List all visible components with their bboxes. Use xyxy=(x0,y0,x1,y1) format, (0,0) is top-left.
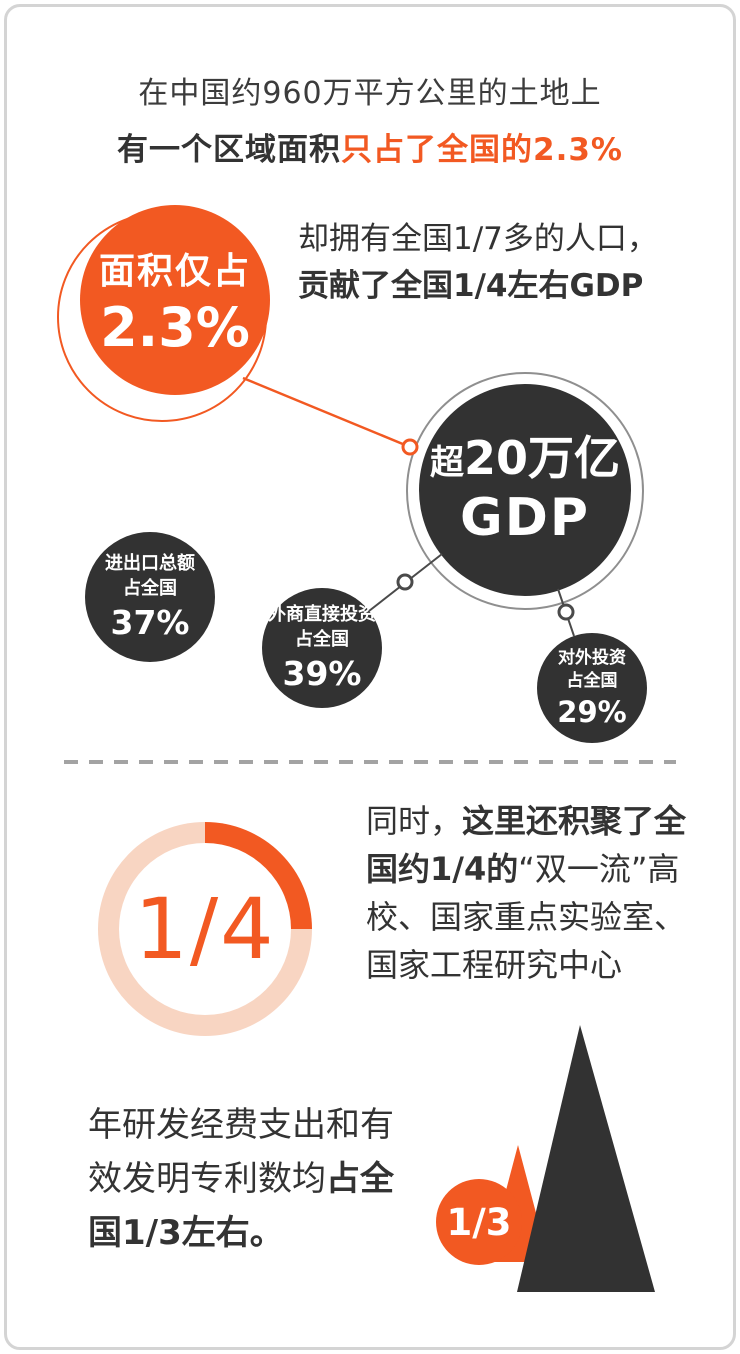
rd-seg2: 占全国1/3左右。 xyxy=(88,1159,394,1253)
mountain-graphic: 1/3 xyxy=(436,1025,655,1292)
header: 在中国约960万平方公里的土地上 有一个区域面积只占了全国的2.3% xyxy=(0,68,740,169)
cluster-seg2: 这里还积聚了全国约1/4的 xyxy=(366,802,687,888)
stat-circle-imports-exports: 进出口总额 占全国 37% xyxy=(85,532,215,662)
rd-paragraph: 年研发经费支出和有效发明专利数均占全国1/3左右。 xyxy=(88,1098,398,1260)
intro-line2: 贡献了全国1/4左右GDP xyxy=(298,268,644,304)
header-line2: 有一个区域面积只占了全国的2.3% xyxy=(0,124,740,169)
gdp-circle-line1: 超20万亿 xyxy=(430,433,620,484)
stat-label: 对外投资 xyxy=(558,648,626,669)
dashed-divider xyxy=(64,760,676,764)
border-frame xyxy=(4,4,736,1350)
gdp-circle: 超20万亿 GDP xyxy=(419,384,631,596)
stat-sublabel: 占全国 xyxy=(123,577,177,599)
area-circle-value: 2.3% xyxy=(100,295,250,359)
intro-line1: 却拥有全国1/7多的人口， xyxy=(298,221,658,257)
stat-label: 进出口总额 xyxy=(105,553,195,575)
header-line2-orange: 只占了全国的2.3% xyxy=(341,132,623,168)
stat-value: 29% xyxy=(557,694,627,729)
area-circle: 面积仅占 2.3% xyxy=(80,205,270,395)
header-line1: 在中国约960万平方公里的土地上 xyxy=(138,76,602,111)
rd-seg1: 年研发经费支出和有效发明专利数均 xyxy=(88,1105,394,1199)
quarter-donut-hole: 1/4 xyxy=(119,843,291,1015)
area-circle-label: 面积仅占 xyxy=(98,250,251,292)
stat-value: 39% xyxy=(282,653,362,693)
cluster-seg3: “双一流”高校、国家重点实验室、国家工程研究中心 xyxy=(366,850,687,984)
gdp-value: 20万亿 xyxy=(463,431,620,486)
stat-label: 外商直接投资 xyxy=(268,604,376,626)
third-badge-value: 1/3 xyxy=(446,1201,511,1244)
third-badge-circle xyxy=(436,1179,522,1265)
stat-circle-outbound-investment: 对外投资 占全国 29% xyxy=(537,633,647,743)
intro-text: 却拥有全国1/7多的人口， 贡献了全国1/4左右GDP xyxy=(298,216,658,310)
gdp-unit: GDP xyxy=(460,487,590,548)
stat-sublabel: 占全国 xyxy=(295,628,349,650)
stat-circle-foreign-investment: 外商直接投资 占全国 39% xyxy=(262,588,382,708)
stat-sublabel: 占全国 xyxy=(566,671,618,691)
gdp-circle-outline xyxy=(406,372,644,610)
gdp-prefix: 超 xyxy=(429,443,464,484)
stat-value: 37% xyxy=(110,602,190,642)
quarter-donut-chart: 1/4 xyxy=(98,822,312,1036)
header-line2-dark: 有一个区域面积 xyxy=(117,132,341,168)
cluster-paragraph: 同时，这里还积聚了全国约1/4的“双一流”高校、国家重点实验室、国家工程研究中心 xyxy=(366,797,700,989)
quarter-donut-value: 1/4 xyxy=(134,880,276,978)
cluster-seg1: 同时， xyxy=(366,802,463,840)
dark-triangle xyxy=(517,1025,655,1292)
